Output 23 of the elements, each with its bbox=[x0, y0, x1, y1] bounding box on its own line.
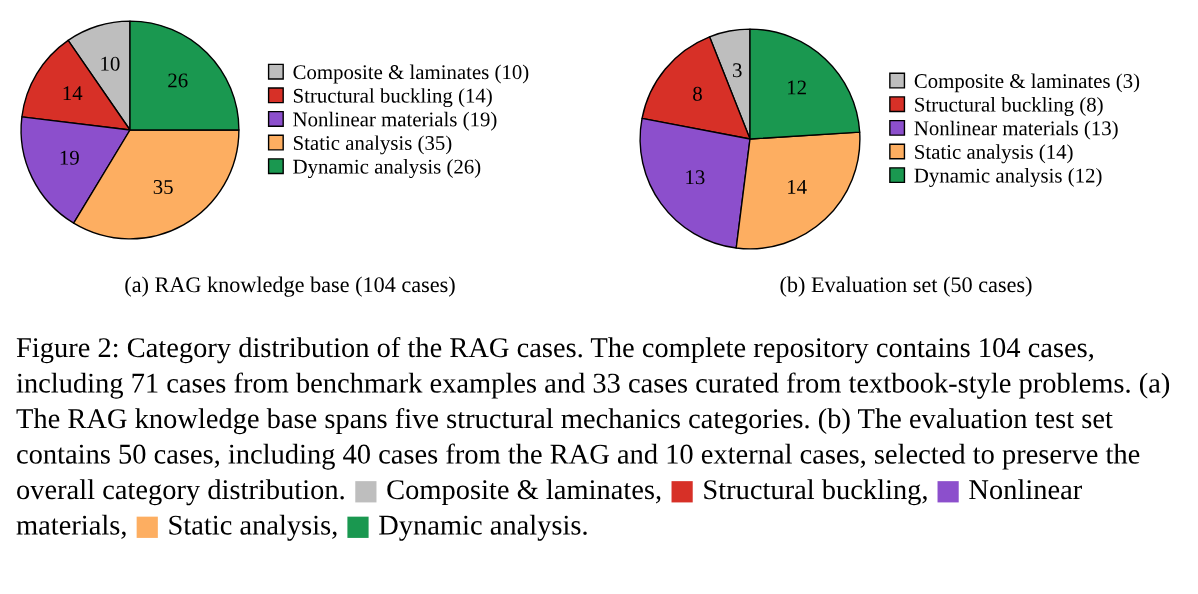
legend-label: Nonlinear materials (13) bbox=[914, 120, 1118, 140]
data-label: 8 bbox=[693, 86, 702, 101]
legend-label: Composite & laminates (10) bbox=[293, 64, 529, 84]
data-label: 14 bbox=[63, 86, 83, 101]
text: (b) Evaluation set (50 cases) bbox=[780, 276, 1032, 297]
data-label: 14 bbox=[788, 179, 807, 194]
data-label: 13 bbox=[686, 170, 705, 185]
data-label: 10 bbox=[101, 56, 120, 71]
legend-label: Structural buckling (14) bbox=[293, 88, 492, 108]
text: (a) RAG knowledge base (104 cases) bbox=[125, 276, 455, 297]
legend-label: Nonlinear materials (19) bbox=[293, 111, 497, 131]
legend-label: Static analysis (35) bbox=[293, 135, 452, 155]
legend-label: Composite & laminates (3) bbox=[914, 73, 1140, 93]
legend-label: Structural buckling (8) bbox=[915, 97, 1103, 116]
text: Figure 2: Category distribution of the RAG cases. The complete repository contains 104 cases, including 71 cases from benchmark examples and 33 cases curated from textbook-style problems. (a) The RAG knowledge base spans five structural mechanics categories. (b) The evaluation test set contains 50 cases, including 40 cases from the RAG and 10 external cases, selected to preserve the overall category distribution. ■ Composite & laminates, ■ Structural buckling, ■ Nonlinear materials, ■ Static analysis, ■ Dynamic analysis. bbox=[16, 336, 1170, 541]
legend-label: Dynamic analysis (12) bbox=[914, 167, 1102, 187]
legend-label: Dynamic analysis (26) bbox=[293, 159, 481, 179]
legend-label: Static analysis (14) bbox=[915, 144, 1073, 164]
data-label: 12 bbox=[788, 80, 806, 95]
data-label: 26 bbox=[168, 73, 188, 88]
data-label: 19 bbox=[60, 150, 79, 165]
data-label: 3 bbox=[733, 63, 742, 78]
data-label: 35 bbox=[153, 180, 173, 195]
